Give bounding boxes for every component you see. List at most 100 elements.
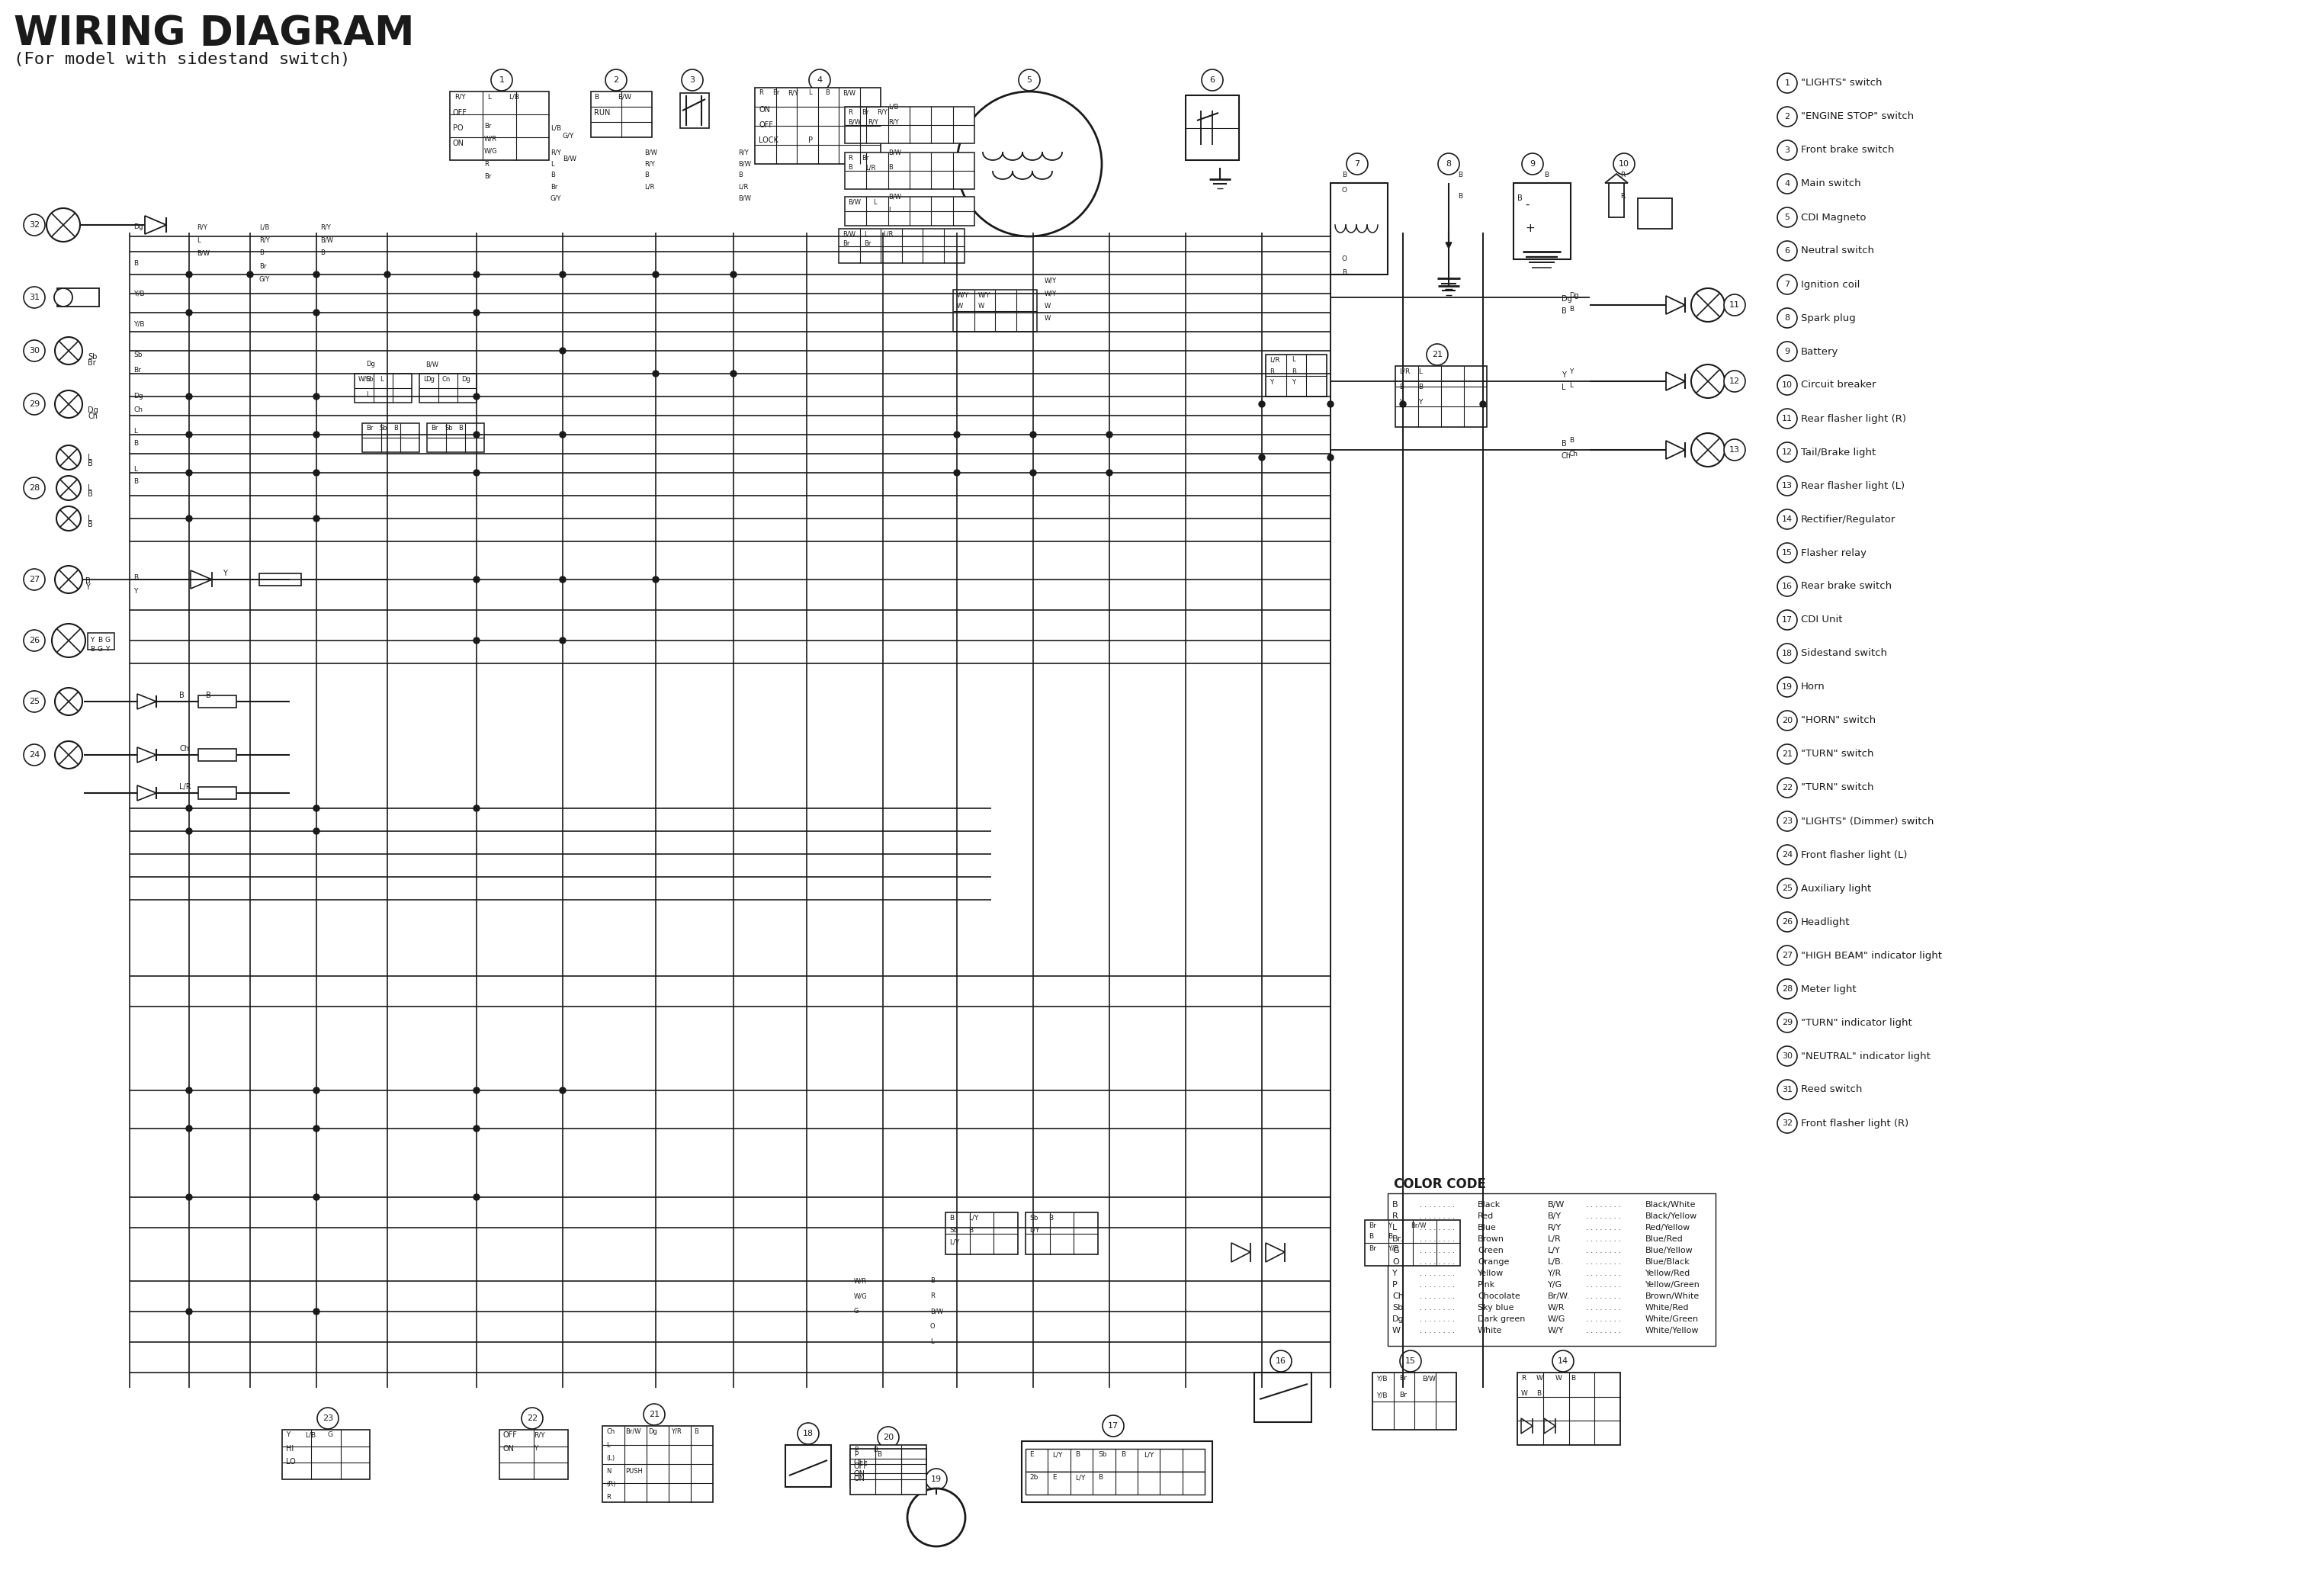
Text: B: B xyxy=(132,440,137,448)
Text: 8: 8 xyxy=(1446,160,1452,168)
Text: L/Y: L/Y xyxy=(948,1239,960,1246)
Text: B/W: B/W xyxy=(1422,1376,1436,1382)
Circle shape xyxy=(474,1088,479,1094)
Text: 16: 16 xyxy=(1276,1357,1285,1365)
Circle shape xyxy=(474,432,479,437)
Text: . . . . . . . .: . . . . . . . . xyxy=(1585,1292,1620,1300)
Bar xyxy=(451,92,548,160)
Circle shape xyxy=(186,1126,193,1132)
Text: "TURN" indicator light: "TURN" indicator light xyxy=(1801,1018,1913,1027)
Text: L: L xyxy=(132,465,137,472)
Text: (For model with sidestand switch): (For model with sidestand switch) xyxy=(14,52,351,66)
Text: W/R: W/R xyxy=(483,136,497,142)
Circle shape xyxy=(56,337,81,364)
Circle shape xyxy=(1778,845,1796,864)
Text: L/R: L/R xyxy=(179,784,191,792)
Text: "TURN" switch: "TURN" switch xyxy=(1801,782,1873,793)
Text: Orange: Orange xyxy=(1478,1258,1508,1266)
Circle shape xyxy=(186,828,193,834)
Circle shape xyxy=(1778,678,1796,697)
Circle shape xyxy=(186,806,193,812)
Text: Brown: Brown xyxy=(1478,1235,1504,1243)
Circle shape xyxy=(46,209,79,242)
Text: 10: 10 xyxy=(1620,160,1629,168)
Text: Sb: Sb xyxy=(1030,1214,1039,1220)
Text: White: White xyxy=(1478,1327,1501,1334)
Text: R/Y: R/Y xyxy=(321,223,330,231)
Bar xyxy=(786,1445,832,1486)
Circle shape xyxy=(186,470,193,476)
Text: . . . . . . . .: . . . . . . . . xyxy=(1585,1235,1620,1243)
Text: . . . . . . . .: . . . . . . . . xyxy=(1585,1304,1620,1312)
Text: . . . . . . . .: . . . . . . . . xyxy=(1420,1247,1455,1254)
Text: B/W: B/W xyxy=(739,160,751,168)
Circle shape xyxy=(906,1488,964,1547)
Text: . . . . . . . .: . . . . . . . . xyxy=(1420,1315,1455,1323)
Bar xyxy=(946,1213,1018,1254)
Text: White/Yellow: White/Yellow xyxy=(1645,1327,1699,1334)
Text: Rear brake switch: Rear brake switch xyxy=(1801,581,1892,592)
Text: 2b: 2b xyxy=(1030,1474,1039,1482)
Text: L: L xyxy=(1392,1224,1397,1232)
Text: Br: Br xyxy=(844,241,851,247)
Text: Tail/Brake light: Tail/Brake light xyxy=(1801,448,1875,457)
Text: R/Y: R/Y xyxy=(1548,1224,1562,1232)
Text: L/R: L/R xyxy=(644,184,655,190)
Text: Brown/White: Brown/White xyxy=(1645,1292,1699,1300)
Text: "LIGHTS" switch: "LIGHTS" switch xyxy=(1801,78,1882,89)
Text: Y: Y xyxy=(1387,1222,1392,1228)
Circle shape xyxy=(560,271,565,277)
Text: L/B: L/B xyxy=(551,125,562,131)
Text: 19: 19 xyxy=(1783,684,1792,690)
Circle shape xyxy=(56,687,81,716)
Text: CDI Magneto: CDI Magneto xyxy=(1801,212,1866,222)
Circle shape xyxy=(560,432,565,437)
Text: L: L xyxy=(865,231,867,237)
Circle shape xyxy=(560,638,565,644)
Circle shape xyxy=(474,576,479,583)
Circle shape xyxy=(186,1088,193,1094)
Text: Br: Br xyxy=(483,122,490,130)
Circle shape xyxy=(1778,744,1796,765)
Bar xyxy=(1387,1194,1715,1346)
Circle shape xyxy=(1724,294,1745,315)
Text: Y: Y xyxy=(1269,380,1274,386)
Bar xyxy=(1373,1372,1457,1429)
Circle shape xyxy=(1778,207,1796,228)
Circle shape xyxy=(1260,400,1264,407)
Text: B: B xyxy=(88,521,93,529)
Circle shape xyxy=(1018,70,1041,90)
Text: 15: 15 xyxy=(1406,1357,1415,1365)
Text: R: R xyxy=(848,155,853,161)
Text: L/R: L/R xyxy=(739,184,748,190)
Circle shape xyxy=(1202,70,1222,90)
Text: B: B xyxy=(88,491,93,499)
Text: Yellow/Red: Yellow/Red xyxy=(1645,1270,1690,1277)
Text: Ch: Ch xyxy=(88,413,98,419)
Circle shape xyxy=(23,690,44,712)
Text: L: L xyxy=(88,454,93,461)
Text: Br: Br xyxy=(1399,1391,1406,1399)
Circle shape xyxy=(653,370,658,377)
Text: 9: 9 xyxy=(1529,160,1536,168)
Bar xyxy=(1025,1213,1097,1254)
Text: Front brake switch: Front brake switch xyxy=(1801,146,1894,155)
Circle shape xyxy=(316,1407,339,1429)
Text: WIRING DIAGRAM: WIRING DIAGRAM xyxy=(14,14,414,54)
Text: G: G xyxy=(328,1431,332,1439)
Circle shape xyxy=(474,1194,479,1200)
Circle shape xyxy=(1692,288,1724,321)
Text: L/B: L/B xyxy=(304,1431,316,1439)
Circle shape xyxy=(1552,1350,1573,1372)
Circle shape xyxy=(314,1309,318,1314)
Text: L: L xyxy=(1569,382,1573,388)
Text: R: R xyxy=(1522,1376,1527,1382)
Text: Br: Br xyxy=(865,241,872,247)
Text: W/G: W/G xyxy=(853,1293,867,1300)
Text: Ignition coil: Ignition coil xyxy=(1801,280,1859,290)
Circle shape xyxy=(23,478,44,499)
Text: R: R xyxy=(1392,1213,1399,1220)
Text: "HORN" switch: "HORN" switch xyxy=(1801,716,1875,725)
Text: R: R xyxy=(758,90,762,97)
Circle shape xyxy=(925,1469,946,1490)
